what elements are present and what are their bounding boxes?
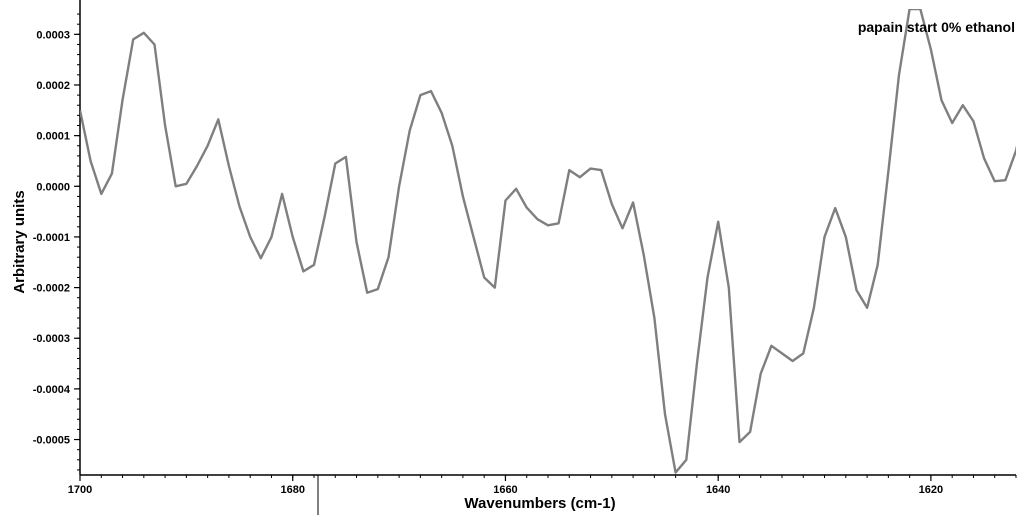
- x-tick-label: 1660: [493, 484, 517, 496]
- y-tick-label: -0.0001: [33, 232, 70, 244]
- y-tick-label: 0.0003: [36, 29, 70, 41]
- y-tick-label: -0.0005: [33, 435, 70, 447]
- y-tick-label: 0.0002: [36, 80, 70, 92]
- spectrum-line: [80, 9, 1016, 474]
- y-tick-label: -0.0002: [33, 283, 70, 295]
- y-tick-label: 0.0000: [36, 181, 70, 193]
- x-tick-label: 1640: [706, 484, 730, 496]
- series-annotation: papain start 0% ethanol: [858, 19, 1015, 35]
- x-tick-label: 1620: [919, 484, 943, 496]
- y-tick-label: 0.0001: [36, 131, 70, 143]
- x-tick-label: 1700: [68, 484, 92, 496]
- x-axis-title: Wavenumbers (cm-1): [464, 495, 615, 512]
- y-tick-label: -0.0003: [33, 333, 70, 345]
- y-tick-label: -0.0004: [33, 384, 71, 396]
- y-axis-title: Arbitrary units: [11, 190, 28, 293]
- x-axis: 1700 1680 1660 1640 1620: [68, 475, 1017, 496]
- plot-area: [79, 0, 1016, 515]
- x-tick-label: 1680: [280, 484, 304, 496]
- y-axis: 0.0003 0.0002 0.0001 0.0000 -0.0001 -0.0002 -0…: [33, 13, 80, 471]
